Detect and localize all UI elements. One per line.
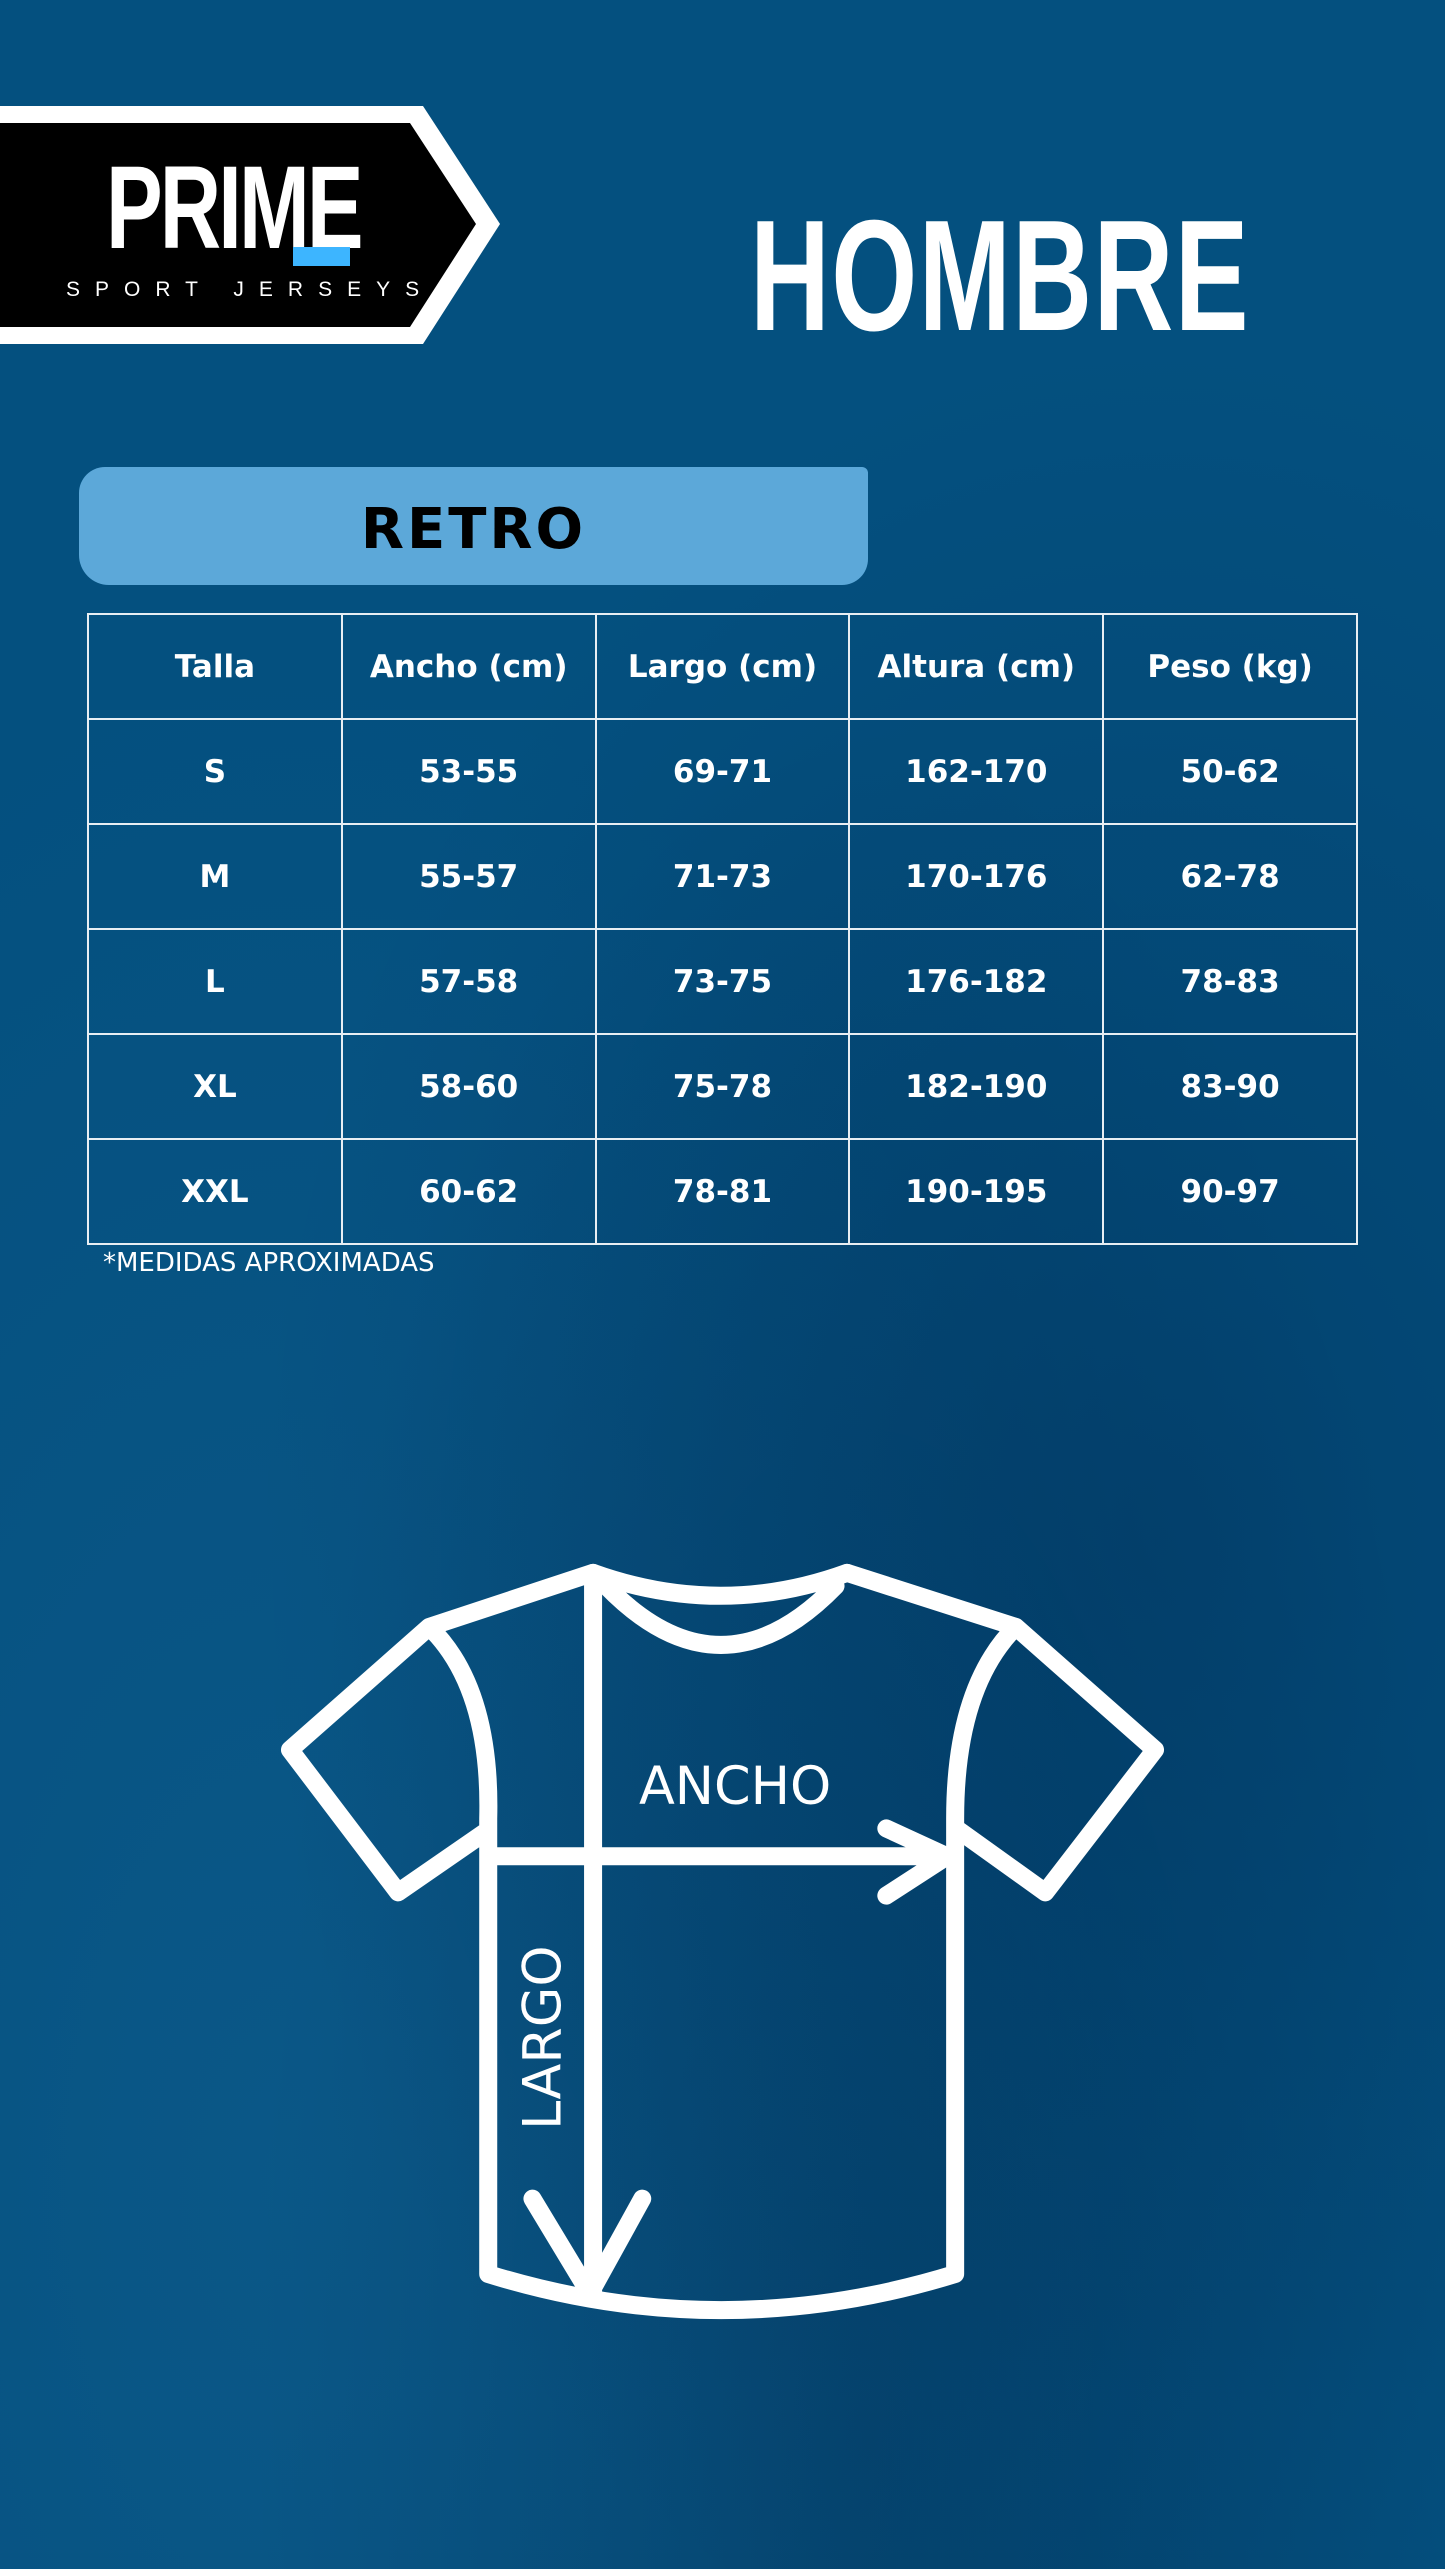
tshirt-outline-icon [280,1563,1165,2320]
table-cell: 190-195 [848,1138,1105,1245]
table-row: M 55-57 71-73 170-176 62-78 [87,823,1358,930]
table-row: S 53-55 69-71 162-170 50-62 [87,718,1358,825]
width-label: ANCHO [639,1756,831,1817]
length-arrow-icon [523,1567,652,2306]
table-row: XXL 60-62 78-81 190-195 90-97 [87,1138,1358,1245]
table-cell: 90-97 [1102,1138,1358,1245]
table-cell: 60-62 [340,1138,597,1245]
table-cell: 69-71 [594,718,851,825]
brand-logo: PRIME SPORT JERSEYS [0,106,500,346]
table-cell: 57-58 [340,928,597,1035]
table-cell: 55-57 [340,823,597,930]
table-cell: L [87,928,343,1035]
table-cell: 170-176 [848,823,1105,930]
table-header-row: Talla Ancho (cm) Largo (cm) Altura (cm) … [87,613,1358,720]
table-cell: 176-182 [848,928,1105,1035]
header-cell: Largo (cm) [594,613,851,720]
logo-tagline: SPORT JERSEYS [66,278,435,301]
table-cell: 162-170 [848,718,1105,825]
table-cell: M [87,823,343,930]
table-cell: 73-75 [594,928,851,1035]
category-label: RETRO [360,497,587,562]
logo-accent-bar [293,247,350,266]
table-cell: 78-83 [1102,928,1358,1035]
logo-banner-shape [0,106,500,344]
table-cell: 75-78 [594,1033,851,1140]
header-cell: Ancho (cm) [340,613,597,720]
collar-icon [584,1563,857,1654]
table-cell: 182-190 [848,1033,1105,1140]
table-cell: 78-81 [594,1138,851,1245]
approximate-measures-note: *MEDIDAS APROXIMADAS [103,1248,435,1278]
table-cell: 53-55 [340,718,597,825]
table-cell: 71-73 [594,823,851,930]
page-title: HOMBRE [750,188,1250,364]
table-cell: S [87,718,343,825]
table-cell: XL [87,1033,343,1140]
table-cell: 62-78 [1102,823,1358,930]
size-table: Talla Ancho (cm) Largo (cm) Altura (cm) … [87,613,1358,1245]
table-cell: 83-90 [1102,1033,1358,1140]
header-cell: Talla [87,613,343,720]
table-cell: 50-62 [1102,718,1358,825]
table-row: XL 58-60 75-78 182-190 83-90 [87,1033,1358,1140]
header-cell: Altura (cm) [848,613,1105,720]
table-cell: 58-60 [340,1033,597,1140]
category-banner: RETRO [79,467,868,585]
width-arrow-icon [482,1819,956,1905]
table-cell: XXL [87,1138,343,1245]
header-cell: Peso (kg) [1102,613,1358,720]
length-label: LARGO [512,1945,573,2130]
table-row: L 57-58 73-75 176-182 78-83 [87,928,1358,1035]
